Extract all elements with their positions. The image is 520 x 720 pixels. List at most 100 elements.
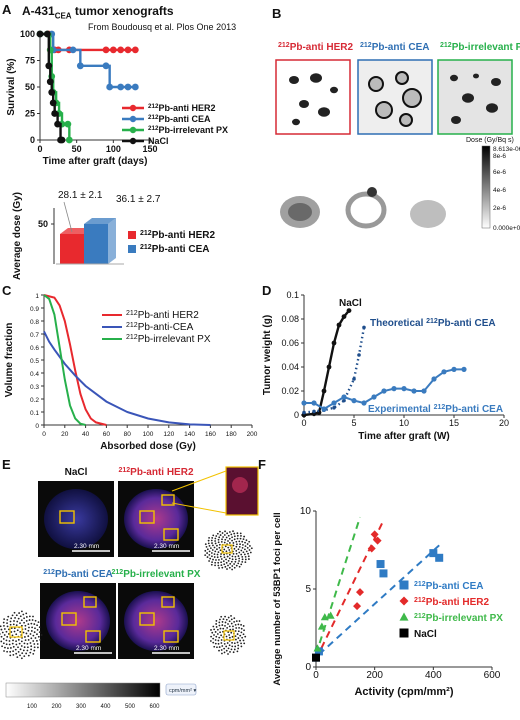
autoradiography-dot bbox=[227, 647, 230, 650]
data-point bbox=[429, 549, 438, 558]
autoradiography-dot bbox=[220, 564, 223, 567]
autoradiography-dot bbox=[30, 630, 33, 632]
autoradiography-dot bbox=[12, 639, 14, 642]
panel-label-a: A bbox=[2, 2, 12, 17]
series-label-nacl: NaCl bbox=[339, 298, 362, 309]
autoradiography-dot bbox=[218, 649, 220, 652]
autoradiography-dot bbox=[32, 652, 35, 655]
autoradiography-dot bbox=[0, 628, 3, 631]
autoradiography-dot bbox=[230, 631, 233, 634]
trend-line bbox=[315, 523, 383, 660]
autoradiography-dot bbox=[6, 622, 8, 625]
bar bbox=[60, 234, 84, 264]
autoradiography-dot bbox=[230, 560, 233, 563]
series-point bbox=[58, 136, 66, 144]
legend-marker bbox=[129, 137, 137, 145]
autoradiography-dot bbox=[217, 639, 220, 642]
autoradiography-dot bbox=[225, 550, 228, 553]
series-point bbox=[391, 386, 397, 392]
autoradiography-dot bbox=[24, 639, 27, 642]
autoradiography-dot bbox=[25, 620, 28, 622]
autoradiography-dot bbox=[204, 554, 207, 556]
panel-label-b: B bbox=[272, 6, 282, 21]
autoradiography-dot bbox=[33, 649, 36, 652]
autoradiography-dot bbox=[221, 532, 224, 534]
series-point bbox=[341, 314, 347, 319]
autoradiography-images: NaCl 2.30 mm 212Pb-anti HER2 2.30 mm 212Pb-a… bbox=[0, 466, 259, 710]
series-point bbox=[76, 62, 84, 70]
tumor-spot bbox=[318, 107, 330, 117]
colorbar-tick-label: 300 bbox=[76, 704, 87, 710]
legend-swatch bbox=[128, 231, 136, 239]
autoradiography-dot bbox=[24, 636, 26, 638]
autoradiography-dot bbox=[222, 627, 225, 630]
series-point bbox=[371, 394, 377, 400]
autoradiography-dot bbox=[208, 554, 211, 556]
x-axis-label: Absorbed dose (Gy) bbox=[100, 441, 196, 452]
autoradiography-dot bbox=[223, 651, 226, 654]
series-point bbox=[64, 120, 72, 128]
autoradiography-dot bbox=[228, 542, 231, 544]
autoradiography-dot bbox=[22, 649, 25, 652]
autoradiography-dot bbox=[241, 540, 244, 543]
autoradiography-dot bbox=[224, 621, 227, 624]
data-point bbox=[370, 530, 379, 539]
colorbar-unit: cpm/mm² ▾ bbox=[169, 688, 196, 694]
autoradiography-dot bbox=[3, 618, 6, 621]
autoradiography-dot bbox=[217, 551, 220, 554]
autoradiography-dot bbox=[30, 622, 33, 625]
tissue-section bbox=[46, 591, 110, 651]
autoradiography-dot bbox=[241, 558, 244, 561]
data-point bbox=[373, 536, 382, 545]
series-point bbox=[46, 78, 54, 86]
autoradiography-dot bbox=[237, 562, 240, 565]
autoradiography-dot bbox=[210, 552, 213, 554]
autoradiography-dot bbox=[235, 545, 238, 548]
colorbar-tick-label: 8.613e-06 bbox=[493, 146, 520, 153]
y-axis-label: Survival (%) bbox=[6, 58, 17, 115]
series-point bbox=[431, 376, 437, 382]
autoradiography-dot bbox=[215, 620, 218, 622]
autoradiography-dot bbox=[236, 650, 239, 653]
autoradiography-dot bbox=[225, 536, 228, 539]
tumor-spot bbox=[451, 116, 461, 124]
autoradiography-dot bbox=[218, 621, 221, 624]
tile-title: 212Pb-irrelevant PX bbox=[112, 569, 201, 580]
autoradiography-dot bbox=[217, 541, 220, 544]
roi-box bbox=[85, 630, 101, 643]
autoradiography-dot bbox=[231, 536, 234, 539]
autoradiography-dot bbox=[238, 551, 241, 554]
legend-marker bbox=[129, 126, 137, 134]
autoradiography-dot bbox=[249, 545, 251, 547]
autoradiography-dot bbox=[242, 538, 245, 541]
autoradiography-dot bbox=[220, 649, 223, 651]
autoradiography-dot bbox=[235, 540, 238, 543]
autoradiography-dot bbox=[242, 543, 244, 546]
series-line bbox=[43, 294, 86, 426]
legend-label: 212Pb-anti HER2 bbox=[126, 310, 199, 321]
autoradiography-dot bbox=[219, 631, 221, 634]
autoradiography-dot bbox=[32, 634, 35, 637]
autoradiography-dot bbox=[234, 555, 237, 558]
colorbar-tick-label: 2e-6 bbox=[493, 205, 506, 212]
autoradiography-dot bbox=[25, 612, 28, 615]
autoradiography-dot bbox=[231, 539, 233, 542]
autoradiography-dot bbox=[239, 639, 241, 642]
autoradiography-dot bbox=[228, 557, 231, 560]
y-axis-label: Tumor weight (g) bbox=[262, 315, 273, 395]
autoradiography-dot bbox=[223, 642, 226, 645]
autoradiography-dot bbox=[23, 655, 26, 657]
autoradiography-dot bbox=[231, 555, 234, 558]
colorbar-tick-label: 4e-6 bbox=[493, 187, 506, 194]
panel-a-title: A-431CEA tumor xenografts bbox=[22, 4, 174, 21]
legend-label: 212Pb-anti-CEA bbox=[126, 322, 194, 333]
autoradiography-dot bbox=[25, 616, 28, 618]
autoradiography-dot bbox=[213, 556, 216, 558]
autoradiography-dot bbox=[237, 647, 240, 650]
series-point bbox=[421, 388, 427, 394]
autoradiography-dot bbox=[235, 564, 238, 567]
autoradiography-dot bbox=[204, 549, 207, 552]
autoradiography-dot bbox=[210, 629, 212, 631]
autoradiography-dot bbox=[29, 651, 32, 654]
autoradiography-dot bbox=[4, 646, 6, 649]
